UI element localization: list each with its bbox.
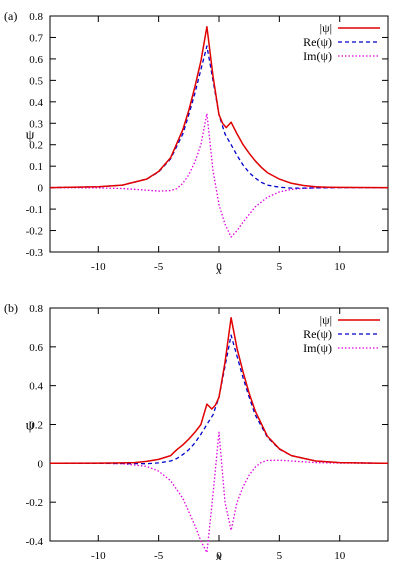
y-tick-label: 0.2 xyxy=(29,140,43,152)
legend-label: Im(ψ) xyxy=(303,49,332,63)
y-tick-label: 0.8 xyxy=(29,303,43,315)
x-tick-label: -5 xyxy=(154,261,164,273)
x-tick-label: 10 xyxy=(334,550,346,562)
y-tick-label: 0.1 xyxy=(29,161,43,173)
plot-frame xyxy=(49,15,389,253)
series-line-abs-psi xyxy=(49,25,389,189)
y-tick-label: 0.4 xyxy=(29,381,43,393)
series-line-re-psi xyxy=(50,334,389,465)
y-axis-label: ψ xyxy=(26,419,35,434)
legend-label: Re(ψ) xyxy=(303,35,332,49)
series-line-im-psi xyxy=(50,431,389,554)
x-tick-label: -10 xyxy=(91,261,106,273)
x-tick-label: -10 xyxy=(91,550,106,562)
legend-label: Re(ψ) xyxy=(303,327,332,341)
y-tick-label: 0.4 xyxy=(29,97,43,109)
y-tick-label: -0.2 xyxy=(26,497,43,509)
chart-panel-b: -0.4 -0.2 0 0.2 0.4 0.6 0.8 -10 -5 0 5 10 (b) ψ x |ψ|Re… xyxy=(4,301,389,563)
y-tick-label: -0.4 xyxy=(26,536,44,548)
panel-label: (b) xyxy=(4,301,18,315)
chart-panel-a: -0.3 -0.2 -0.1 0 0.1 0.2 0.3 0.4 0.5 0.6 0.7 0.8 -10… xyxy=(4,9,389,277)
x-tick-label: 0 xyxy=(216,261,222,273)
plot-frame xyxy=(49,307,389,542)
y-tick-label: 0 xyxy=(38,458,44,470)
y-tick-label: 0.8 xyxy=(29,11,43,23)
x-tick-label: -5 xyxy=(154,550,164,562)
panel-label: (a) xyxy=(4,9,17,23)
x-tick-label: 0 xyxy=(216,550,222,562)
y-tick-label: 0.7 xyxy=(29,32,43,44)
y-tick-label: 0.6 xyxy=(29,54,43,66)
y-tick-label: -0.3 xyxy=(26,247,44,259)
legend-label: Im(ψ) xyxy=(303,341,332,355)
series-line-im-psi xyxy=(49,112,388,238)
x-tick-label: 5 xyxy=(277,550,283,562)
y-axis-label: ψ xyxy=(26,128,35,143)
y-tick-label: 0.6 xyxy=(29,342,43,354)
y-tick-label: 0.5 xyxy=(29,75,43,87)
x-axis-label: x xyxy=(215,263,222,277)
y-tick-label: 0 xyxy=(38,183,44,195)
y-tick-label: -0.2 xyxy=(26,226,43,238)
y-tick-label: 0.3 xyxy=(29,118,43,130)
series-line-re-psi xyxy=(49,45,388,189)
y-tick-label: 0.2 xyxy=(29,420,43,432)
x-tick-label: 5 xyxy=(277,261,283,273)
legend-label: |ψ| xyxy=(320,313,332,327)
x-axis-label: x xyxy=(215,549,222,563)
y-tick-label: -0.1 xyxy=(26,204,43,216)
x-tick-label: 10 xyxy=(334,261,346,273)
legend-label: |ψ| xyxy=(320,21,332,35)
series-line-abs-psi xyxy=(49,316,389,465)
